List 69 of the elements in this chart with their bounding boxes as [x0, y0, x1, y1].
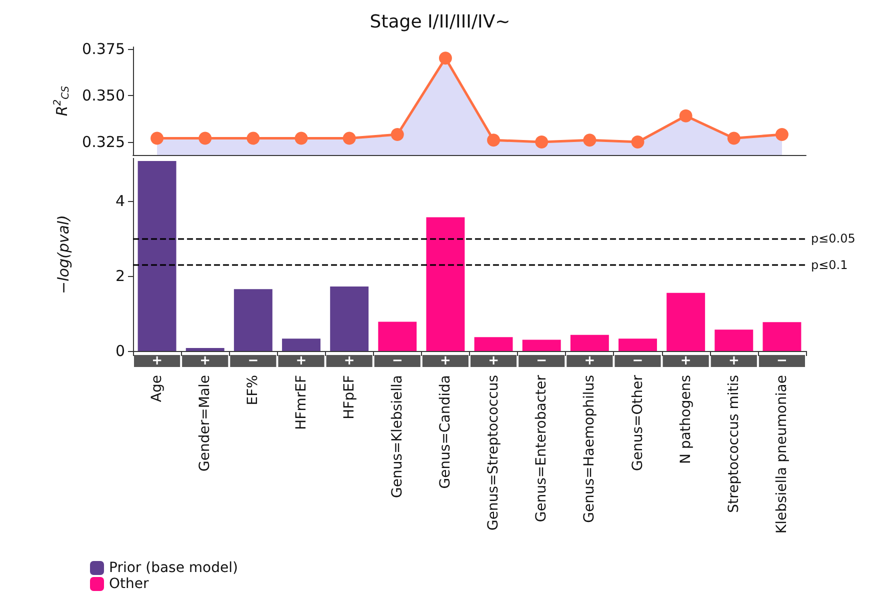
text: +	[344, 354, 355, 368]
text: −	[248, 354, 259, 368]
point	[679, 109, 692, 122]
point	[294, 132, 308, 145]
x-tick-label: Genus=Candida	[437, 375, 454, 489]
text: +	[488, 354, 499, 368]
x-tick-label: N pathogens	[678, 375, 694, 464]
x-tick-label: Gender=Male	[197, 375, 214, 472]
y-tick-label: 0.325	[82, 132, 125, 151]
point	[198, 132, 212, 145]
point	[775, 128, 788, 142]
y-tick-label: 0.350	[82, 86, 125, 104]
chart-title: Stage I/II/III/IV~	[370, 12, 510, 32]
point	[150, 132, 164, 145]
bar	[138, 161, 176, 351]
y-tick-label: 0.375	[82, 40, 125, 58]
point	[342, 132, 356, 145]
y-axis-title: R2CS	[52, 85, 72, 116]
text: +	[440, 354, 451, 368]
y-axis-title: −log(pval)	[54, 215, 72, 294]
x-tick-label: HFmrEF	[293, 375, 310, 430]
bar	[618, 338, 657, 351]
x-tick-label: Genus=Haemophilus	[582, 375, 598, 523]
bar	[234, 289, 272, 351]
legend-label: Other	[109, 576, 149, 592]
ref-line-label: p≤0.1	[811, 258, 848, 272]
x-tick-label: Streptococcus mitis	[726, 375, 742, 513]
text: +	[584, 354, 596, 368]
text: +	[680, 354, 692, 368]
text: +	[296, 354, 307, 368]
ref-line-label: p≤0.05	[811, 232, 856, 246]
text: −	[776, 354, 788, 368]
point	[438, 52, 452, 65]
bar	[186, 348, 224, 351]
point	[487, 134, 500, 147]
x-tick-label: EF%	[245, 375, 262, 406]
bar	[282, 338, 320, 351]
x-tick-label: Age	[149, 375, 166, 402]
bar	[378, 322, 417, 351]
bar	[330, 286, 369, 351]
y-tick-label: 0	[115, 342, 125, 360]
x-tick-label: HFpEF	[341, 375, 358, 420]
x-tick-label: Genus=Enterobacter	[534, 374, 550, 522]
text: +	[728, 354, 740, 368]
y-tick-label: 2	[115, 267, 125, 286]
point	[583, 134, 596, 147]
legend-label: Prior (base model)	[109, 560, 238, 576]
x-tick-label: Klebsiella pneumoniae	[774, 375, 790, 534]
point	[631, 135, 644, 148]
text: −	[632, 354, 644, 368]
bar	[474, 337, 513, 351]
point	[727, 132, 740, 145]
bar	[570, 334, 609, 351]
bar	[714, 330, 754, 351]
bar	[762, 322, 802, 351]
bar	[426, 217, 465, 351]
point	[535, 135, 548, 148]
text: +	[152, 354, 162, 368]
x-tick-label: Genus=Other	[630, 374, 646, 471]
y-tick-label: 4	[115, 192, 125, 210]
bar	[666, 292, 706, 351]
point	[246, 132, 260, 145]
point	[390, 128, 404, 142]
x-tick-label: Genus=Klebsiella	[389, 375, 406, 498]
text: −	[392, 354, 403, 368]
x-tick-label: Genus=Streptococcus	[486, 375, 502, 530]
text: −	[536, 354, 548, 368]
text: +	[200, 354, 211, 368]
bar	[522, 340, 561, 351]
